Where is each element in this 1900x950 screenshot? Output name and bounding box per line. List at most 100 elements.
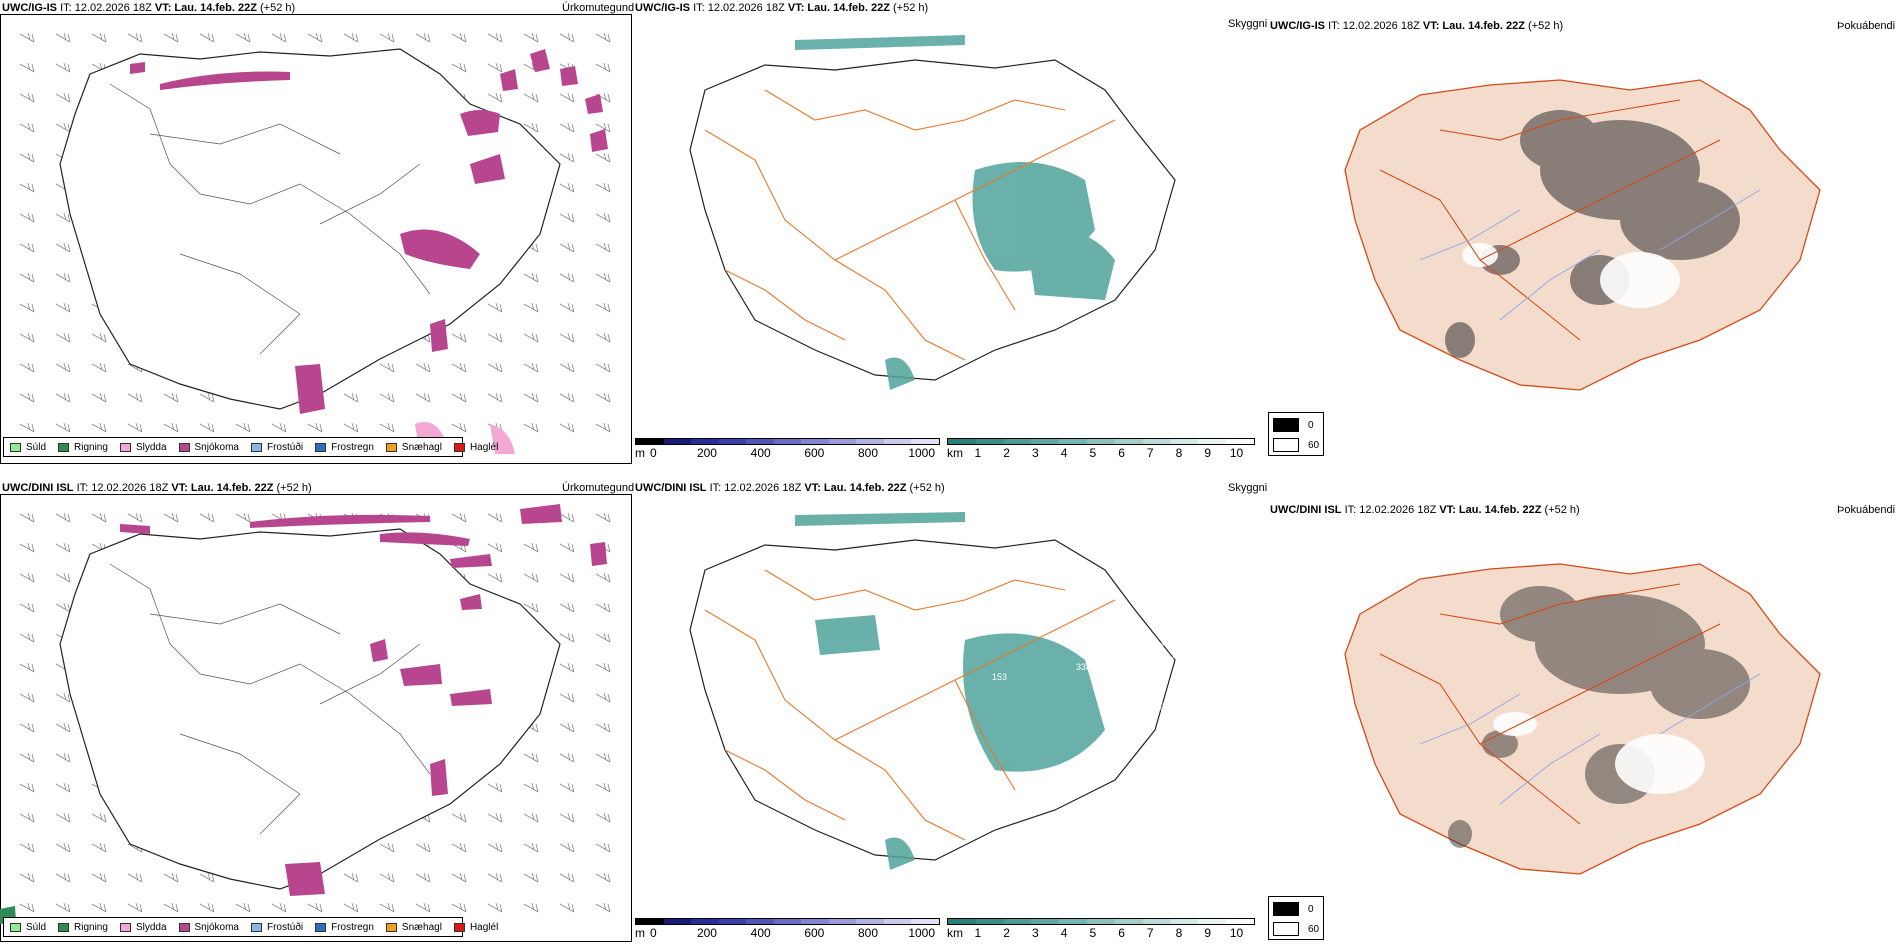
wind-barb [19, 62, 35, 73]
clouds-map: 213 297 208 207 736 338 423 719 841 242 165 358 130 1… [689, 512, 1312, 870]
legend-item: Haglél [453, 442, 498, 453]
legend-label: Rigning [74, 921, 108, 933]
legend-item: Haglél [453, 921, 499, 933]
wind-barb [271, 902, 287, 913]
iceland-outline [689, 539, 1176, 861]
scale-tick-label: 3 [1031, 446, 1039, 460]
cloud-areas [795, 35, 1115, 390]
rivers [1419, 673, 1761, 805]
legend-label: Frostregn [331, 441, 374, 453]
wind-barb [523, 122, 539, 133]
wind-barb [19, 392, 35, 403]
wind-barb [271, 32, 287, 43]
legend-swatch [1273, 902, 1299, 916]
wind-barb [595, 752, 611, 763]
valid-time: Lau. 14.feb. 22Z [1442, 20, 1525, 32]
wind-barb [343, 32, 359, 43]
visibility-label: 841 [1171, 717, 1186, 727]
wind-barb [559, 152, 575, 163]
fog-header: UWC/IG-IS IT: 12.02.2026 18Z VT: Lau. 14… [1270, 20, 1563, 32]
wind-barb [163, 872, 179, 883]
scale-tick-label: 9 [1204, 926, 1212, 940]
valid-time: Lau. 14.feb. 22Z [807, 2, 890, 14]
wind-barb [19, 422, 35, 433]
wind-barb [595, 842, 611, 853]
wind-barb [451, 512, 467, 523]
lead-time: (+52 h) [1544, 504, 1580, 516]
visibility-label: 242 [1276, 672, 1291, 682]
scale-color-cell [1003, 919, 1032, 924]
wind-barb [235, 422, 251, 433]
iceland-outline [59, 528, 561, 890]
fog-legend-item: 0 [1273, 418, 1314, 432]
wind-barb [559, 302, 575, 313]
scale-color-cell [773, 439, 802, 444]
wind-barb [559, 182, 575, 193]
visibility-label: 130 [1171, 742, 1186, 752]
wind-barb [271, 422, 287, 433]
wind-barb [559, 32, 575, 43]
visibility-label: 37 [1045, 142, 1055, 152]
fog-legend: 0 60 [1268, 896, 1324, 940]
wind-barb [559, 872, 575, 883]
wind-barb [451, 62, 467, 73]
elevation-scale-bar [635, 918, 940, 925]
visibility-unit: km [947, 926, 963, 940]
scale-color-cell [636, 439, 664, 444]
wind-barb [307, 422, 323, 433]
scale-tick-label: 1 [974, 446, 982, 460]
scale-color-cell [975, 439, 1004, 444]
wind-barb [55, 362, 71, 373]
wind-barb [559, 752, 575, 763]
wind-barb [55, 512, 71, 523]
scale-color-cell [1198, 439, 1227, 444]
visibility-label: 119 [1139, 302, 1153, 312]
visibility-scale-bar [947, 918, 1255, 925]
scale-tick-label: 2 [1003, 446, 1010, 460]
rivers [1419, 189, 1761, 321]
wind-barb [163, 32, 179, 43]
wind-barb [523, 842, 539, 853]
scale-color-cell [1087, 919, 1115, 924]
scale-color-cell [1003, 439, 1032, 444]
wind-barb [523, 542, 539, 553]
visibility-label: 219 [1265, 222, 1280, 232]
wind-barb [55, 242, 71, 253]
legend-swatch [178, 442, 190, 452]
wind-barb [451, 872, 467, 883]
valid-time-label: VT: [1439, 504, 1456, 516]
legend-label: Haglél [469, 921, 499, 933]
wind-barb [415, 842, 431, 853]
visibility-ticks: 1 2 3 4 5 6 7 8 9 10 [947, 446, 1255, 460]
scale-tick-label: 5 [1089, 926, 1097, 940]
wind-barb [19, 602, 35, 613]
wind-barb [595, 662, 611, 673]
wind-barb [595, 212, 611, 223]
scale-color-cell [975, 919, 1004, 924]
scale-tick-label: 800 [858, 446, 879, 460]
scale-color-cell [1226, 919, 1254, 924]
wind-barb [559, 212, 575, 223]
legend-swatch [10, 442, 21, 452]
scale-color-cell [1031, 919, 1060, 924]
scale-color-cell [1142, 919, 1171, 924]
wind-barb [235, 902, 251, 913]
scale-tick-label: 8 [1175, 446, 1183, 460]
wind-barb [379, 362, 395, 373]
wind-barb [91, 842, 107, 853]
wind-barb [379, 902, 395, 913]
wind-barb [55, 602, 71, 613]
scale-color-cell [828, 919, 857, 924]
valid-time: Lau. 14.feb. 22Z [174, 2, 257, 14]
wind-barb [235, 32, 251, 43]
wind-barb [55, 422, 71, 433]
wind-barb [199, 32, 215, 43]
scale-tick-label: 3 [1031, 926, 1039, 940]
legend-label: Snjókoma [194, 921, 239, 933]
wind-barb [55, 272, 71, 283]
wind-barb [91, 32, 107, 43]
roads [1379, 583, 1721, 825]
scale-color-cell [1059, 439, 1088, 444]
elevation-scale-bar [635, 438, 940, 445]
